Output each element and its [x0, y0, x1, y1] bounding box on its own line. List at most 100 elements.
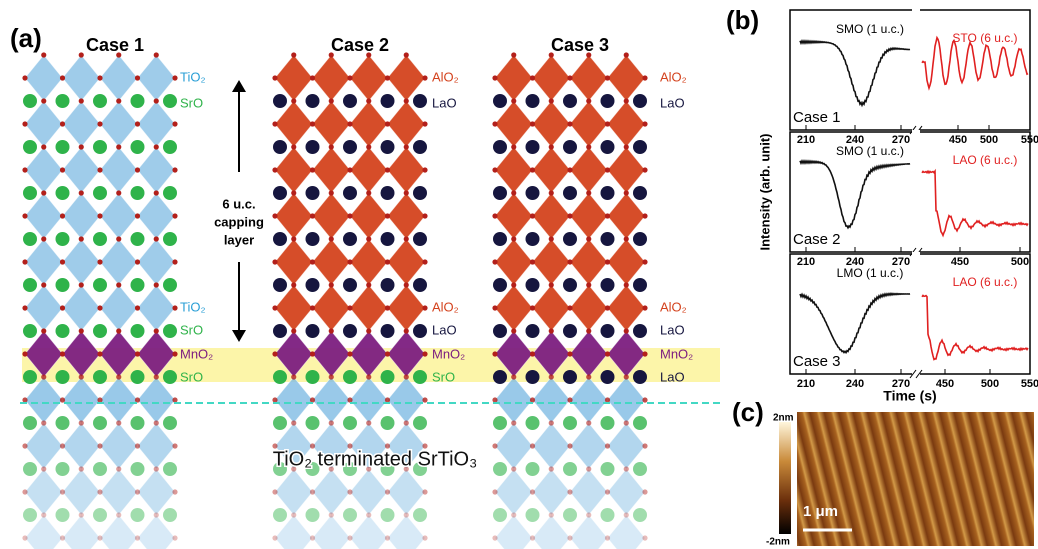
- oxygen-atom: [97, 489, 102, 494]
- oxygen-atom: [172, 121, 177, 126]
- a-site-atom: [163, 324, 177, 338]
- oxygen-atom: [97, 259, 102, 264]
- oxygen-atom: [404, 236, 409, 241]
- a-site-atom: [381, 416, 395, 430]
- a-site-atom: [131, 324, 145, 338]
- case-title: Case 2: [331, 35, 389, 55]
- oxygen-atom: [366, 420, 371, 425]
- a-site-atom: [273, 94, 287, 108]
- octahedron: [100, 423, 138, 469]
- oxygen-atom: [135, 489, 140, 494]
- oxygen-atom: [154, 236, 159, 241]
- a-site-atom: [526, 278, 540, 292]
- oxygen-atom: [347, 535, 352, 540]
- oxygen-atom: [310, 489, 315, 494]
- oxygen-atom: [530, 305, 535, 310]
- oxygen-atom: [79, 512, 84, 517]
- oxygen-atom: [22, 121, 27, 126]
- oxygen-atom: [79, 144, 84, 149]
- a-site-atom: [56, 232, 70, 246]
- oxygen-atom: [605, 351, 610, 356]
- oxygen-atom: [60, 351, 65, 356]
- a-site-atom: [306, 370, 320, 384]
- oxygen-atom: [116, 98, 121, 103]
- oxygen-atom: [310, 121, 315, 126]
- a-site-atom: [601, 140, 615, 154]
- a-site-atom: [56, 186, 70, 200]
- octahedron: [63, 239, 101, 285]
- oxygen-atom: [41, 512, 46, 517]
- a-site-atom: [23, 94, 37, 108]
- oxygen-atom: [642, 213, 647, 218]
- oxygen-atom: [605, 213, 610, 218]
- oxygen-atom: [310, 397, 315, 402]
- oxygen-atom: [422, 305, 427, 310]
- octahedron: [63, 469, 101, 515]
- octahedron: [350, 55, 388, 101]
- case-label: Case 2: [793, 231, 841, 248]
- oxygen-atom: [272, 121, 277, 126]
- a-site-atom: [493, 232, 507, 246]
- oxygen-atom: [567, 259, 572, 264]
- oxygen-atom: [60, 443, 65, 448]
- oxygen-atom: [41, 374, 46, 379]
- oxygen-atom: [624, 512, 629, 517]
- octahedron: [350, 239, 388, 285]
- oxygen-atom: [97, 535, 102, 540]
- oxygen-atom: [492, 213, 497, 218]
- oxygen-atom: [624, 190, 629, 195]
- a-site-atom: [601, 324, 615, 338]
- octahedron: [570, 423, 608, 469]
- a-site-atom: [23, 370, 37, 384]
- octahedron: [313, 55, 351, 101]
- oxygen-atom: [22, 397, 27, 402]
- octahedron: [63, 101, 101, 147]
- oxygen-atom: [530, 167, 535, 172]
- layer-label: SrO: [432, 369, 455, 384]
- oxygen-atom: [154, 190, 159, 195]
- oxygen-atom: [385, 397, 390, 402]
- a-site-atom: [273, 508, 287, 522]
- a-site-atom: [131, 462, 145, 476]
- a-site-atom: [131, 416, 145, 430]
- oxygen-atom: [624, 328, 629, 333]
- oxygen-atom: [172, 535, 177, 540]
- oxygen-atom: [79, 374, 84, 379]
- oxygen-atom: [567, 535, 572, 540]
- oxygen-atom: [549, 420, 554, 425]
- a-site-atom: [306, 140, 320, 154]
- a-site-atom: [163, 370, 177, 384]
- rheed-curve: [800, 161, 910, 228]
- case-title: Case 3: [551, 35, 609, 55]
- a-site-atom: [633, 462, 647, 476]
- case-label: Case 3: [793, 353, 841, 370]
- oxygen-atom: [60, 167, 65, 172]
- oxygen-atom: [97, 121, 102, 126]
- octahedron: [570, 147, 608, 193]
- oxygen-atom: [511, 420, 516, 425]
- arrow-head: [232, 330, 246, 342]
- oxygen-atom: [586, 190, 591, 195]
- layer-label: SrO: [180, 322, 203, 337]
- oxygen-atom: [135, 259, 140, 264]
- crystal-structures: [22, 52, 647, 549]
- a-site-atom: [343, 278, 357, 292]
- oxygen-atom: [41, 98, 46, 103]
- oxygen-atom: [329, 420, 334, 425]
- oxygen-atom: [624, 420, 629, 425]
- oxygen-atom: [511, 52, 516, 57]
- oxygen-atom: [642, 121, 647, 126]
- oxygen-atom: [624, 374, 629, 379]
- curve-label: STO (6 u.c.): [952, 31, 1017, 45]
- oxygen-atom: [172, 75, 177, 80]
- a-site-atom: [413, 186, 427, 200]
- oxygen-atom: [172, 259, 177, 264]
- oxygen-atom: [97, 443, 102, 448]
- a-site-atom: [413, 140, 427, 154]
- oxygen-atom: [79, 282, 84, 287]
- oxygen-atom: [404, 420, 409, 425]
- layer-label: SrO: [180, 369, 203, 384]
- oxygen-atom: [97, 397, 102, 402]
- octahedron: [313, 515, 351, 549]
- a-site-atom: [306, 278, 320, 292]
